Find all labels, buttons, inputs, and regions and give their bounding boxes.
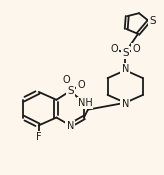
Text: N: N xyxy=(122,64,129,74)
Text: O: O xyxy=(132,44,140,54)
Text: NH: NH xyxy=(78,98,92,108)
Text: N: N xyxy=(67,121,74,131)
Text: O: O xyxy=(77,80,85,90)
Text: O: O xyxy=(62,75,70,85)
Text: S: S xyxy=(122,48,129,58)
Text: O: O xyxy=(111,44,118,54)
Text: S: S xyxy=(67,86,73,96)
Text: F: F xyxy=(36,132,41,142)
Text: N: N xyxy=(122,99,129,109)
Text: S: S xyxy=(149,16,156,26)
